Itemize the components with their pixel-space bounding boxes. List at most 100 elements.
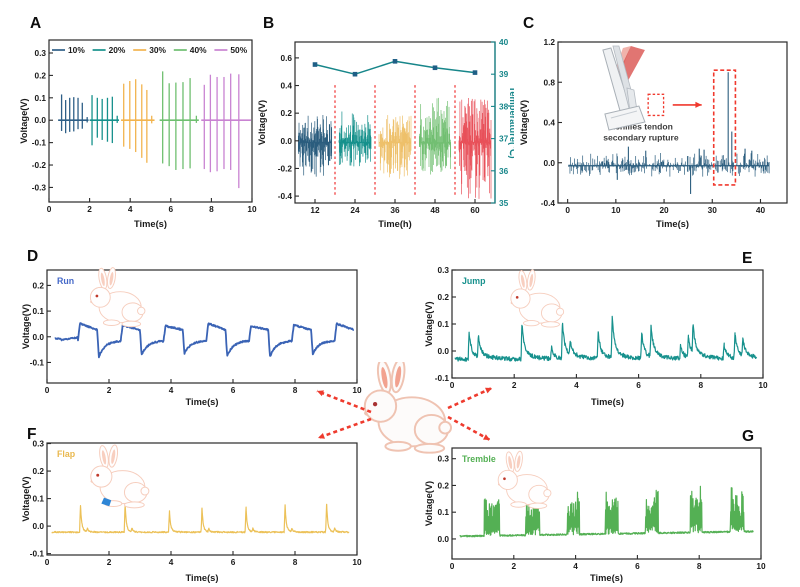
- svg-text:60: 60: [470, 205, 480, 215]
- panel-e-letter: E: [742, 250, 753, 267]
- svg-text:0.4: 0.4: [280, 81, 292, 91]
- svg-text:0.1: 0.1: [32, 306, 44, 316]
- svg-text:8: 8: [698, 380, 703, 390]
- svg-text:0: 0: [450, 380, 455, 390]
- svg-text:0.1: 0.1: [34, 93, 46, 103]
- panel-b-chart: 12 24 36 48 60 0.6 0.4 0.2 0.0 -0.2 -0.4 40 39 38 37 36…: [257, 37, 514, 229]
- svg-text:10: 10: [247, 204, 257, 214]
- panel-f-letter: F: [27, 426, 37, 443]
- svg-text:6: 6: [635, 561, 640, 571]
- panel-c-chart: 0 10 20 30 40 1.2 0.8 0.4 0.0 -0.4 Time(s) Voltage(…: [519, 37, 788, 229]
- svg-text:0.2: 0.2: [34, 70, 46, 80]
- svg-text:36: 36: [499, 166, 509, 176]
- svg-text:10: 10: [756, 561, 766, 571]
- svg-text:Time(s): Time(s): [591, 397, 624, 407]
- svg-text:8: 8: [697, 561, 702, 571]
- svg-text:-0.1: -0.1: [435, 373, 450, 383]
- svg-text:24: 24: [350, 205, 360, 215]
- svg-text:Voltage(V): Voltage(V): [21, 476, 31, 521]
- panel-a-letter: A: [30, 15, 42, 32]
- svg-text:Voltage(V): Voltage(V): [424, 301, 434, 346]
- svg-text:40: 40: [499, 37, 509, 47]
- svg-text:Time(s): Time(s): [656, 219, 689, 229]
- svg-text:0.2: 0.2: [32, 280, 44, 290]
- panel-d-letter: D: [27, 248, 39, 265]
- svg-text:Voltage(V): Voltage(V): [519, 100, 529, 145]
- svg-text:0.1: 0.1: [32, 494, 44, 504]
- svg-text:Time(s): Time(s): [186, 397, 219, 407]
- rabbit-illustration: [363, 362, 453, 454]
- svg-text:30%: 30%: [149, 45, 166, 55]
- svg-text:Voltage(V): Voltage(V): [21, 304, 31, 349]
- svg-text:39: 39: [499, 69, 509, 79]
- svg-text:0.0: 0.0: [32, 521, 44, 531]
- svg-text:0: 0: [565, 205, 570, 215]
- svg-text:38: 38: [499, 101, 509, 111]
- svg-text:Voltage(V): Voltage(V): [19, 98, 29, 143]
- svg-text:50%: 50%: [230, 45, 247, 55]
- svg-text:0.2: 0.2: [437, 480, 449, 490]
- svg-text:8: 8: [209, 204, 214, 214]
- svg-text:36: 36: [390, 205, 400, 215]
- panel-g-chart: 0 2 4 6 8 10 0.3 0.2 0.1 0.0 Time(s) Voltage(V) Trem…: [424, 447, 766, 583]
- svg-text:0.0: 0.0: [543, 158, 555, 168]
- svg-text:2: 2: [107, 385, 112, 395]
- svg-text:-0.1: -0.1: [30, 549, 45, 559]
- svg-text:Time(h): Time(h): [378, 219, 411, 229]
- svg-text:2: 2: [512, 380, 517, 390]
- panel-c-letter: C: [523, 15, 535, 32]
- svg-text:20: 20: [659, 205, 669, 215]
- svg-text:Flap: Flap: [57, 449, 76, 459]
- svg-text:48: 48: [430, 205, 440, 215]
- svg-text:10: 10: [352, 557, 362, 567]
- svg-text:Voltage(V): Voltage(V): [424, 481, 434, 526]
- svg-text:2: 2: [87, 204, 92, 214]
- svg-text:4: 4: [169, 385, 174, 395]
- svg-text:Time(s): Time(s): [134, 219, 167, 229]
- svg-text:1.2: 1.2: [543, 37, 555, 47]
- svg-text:35: 35: [499, 198, 509, 208]
- svg-text:Voltage(V): Voltage(V): [257, 100, 267, 145]
- svg-text:40: 40: [756, 205, 766, 215]
- svg-text:10: 10: [758, 380, 768, 390]
- svg-text:4: 4: [574, 380, 579, 390]
- svg-text:0.3: 0.3: [32, 439, 44, 449]
- svg-text:2: 2: [107, 557, 112, 567]
- svg-text:secondary rupture: secondary rupture: [603, 133, 679, 143]
- svg-text:0.0: 0.0: [32, 332, 44, 342]
- svg-text:2: 2: [511, 561, 516, 571]
- panel-b-letter: B: [263, 15, 275, 32]
- svg-text:0.0: 0.0: [437, 346, 449, 356]
- svg-text:0.3: 0.3: [34, 48, 46, 58]
- svg-text:0.2: 0.2: [32, 466, 44, 476]
- panel-e-chart: 0 2 4 6 8 10 0.3 0.2 0.1 0.0 -0.1 Time(s) Voltage(V)…: [424, 265, 768, 407]
- svg-text:Time(s): Time(s): [590, 573, 623, 583]
- svg-text:40%: 40%: [190, 45, 207, 55]
- svg-text:-0.2: -0.2: [278, 163, 293, 173]
- svg-text:0.6: 0.6: [280, 53, 292, 63]
- svg-text:0.1: 0.1: [437, 507, 449, 517]
- svg-text:4: 4: [128, 204, 133, 214]
- svg-text:Run: Run: [57, 276, 74, 286]
- svg-text:6: 6: [168, 204, 173, 214]
- svg-text:8: 8: [293, 557, 298, 567]
- svg-text:4: 4: [573, 561, 578, 571]
- svg-text:Achilles tendon: Achilles tendon: [609, 122, 673, 132]
- svg-text:30: 30: [708, 205, 718, 215]
- svg-text:Time(s): Time(s): [186, 573, 219, 583]
- panel-a-chart: 0 2 4 6 8 10 0.3 0.2 0.1 0.0 -0.1 -0.2 -0.3 Time(s) Vo…: [19, 39, 257, 229]
- svg-text:0.3: 0.3: [437, 265, 449, 275]
- achilles-tendon-illustration: [602, 45, 646, 131]
- svg-text:10: 10: [611, 205, 621, 215]
- svg-text:6: 6: [636, 380, 641, 390]
- svg-text:10%: 10%: [68, 45, 85, 55]
- svg-text:0: 0: [45, 557, 50, 567]
- svg-text:-0.4: -0.4: [278, 191, 293, 201]
- svg-text:Jump: Jump: [462, 276, 486, 286]
- svg-text:20%: 20%: [109, 45, 126, 55]
- svg-text:0: 0: [450, 561, 455, 571]
- svg-text:Tremble: Tremble: [462, 454, 496, 464]
- panel-f-chart: 0 2 4 6 8 10 0.3 0.2 0.1 0.0 -0.1 Time(s) Voltage(V)…: [21, 439, 362, 583]
- svg-text:0.3: 0.3: [437, 454, 449, 464]
